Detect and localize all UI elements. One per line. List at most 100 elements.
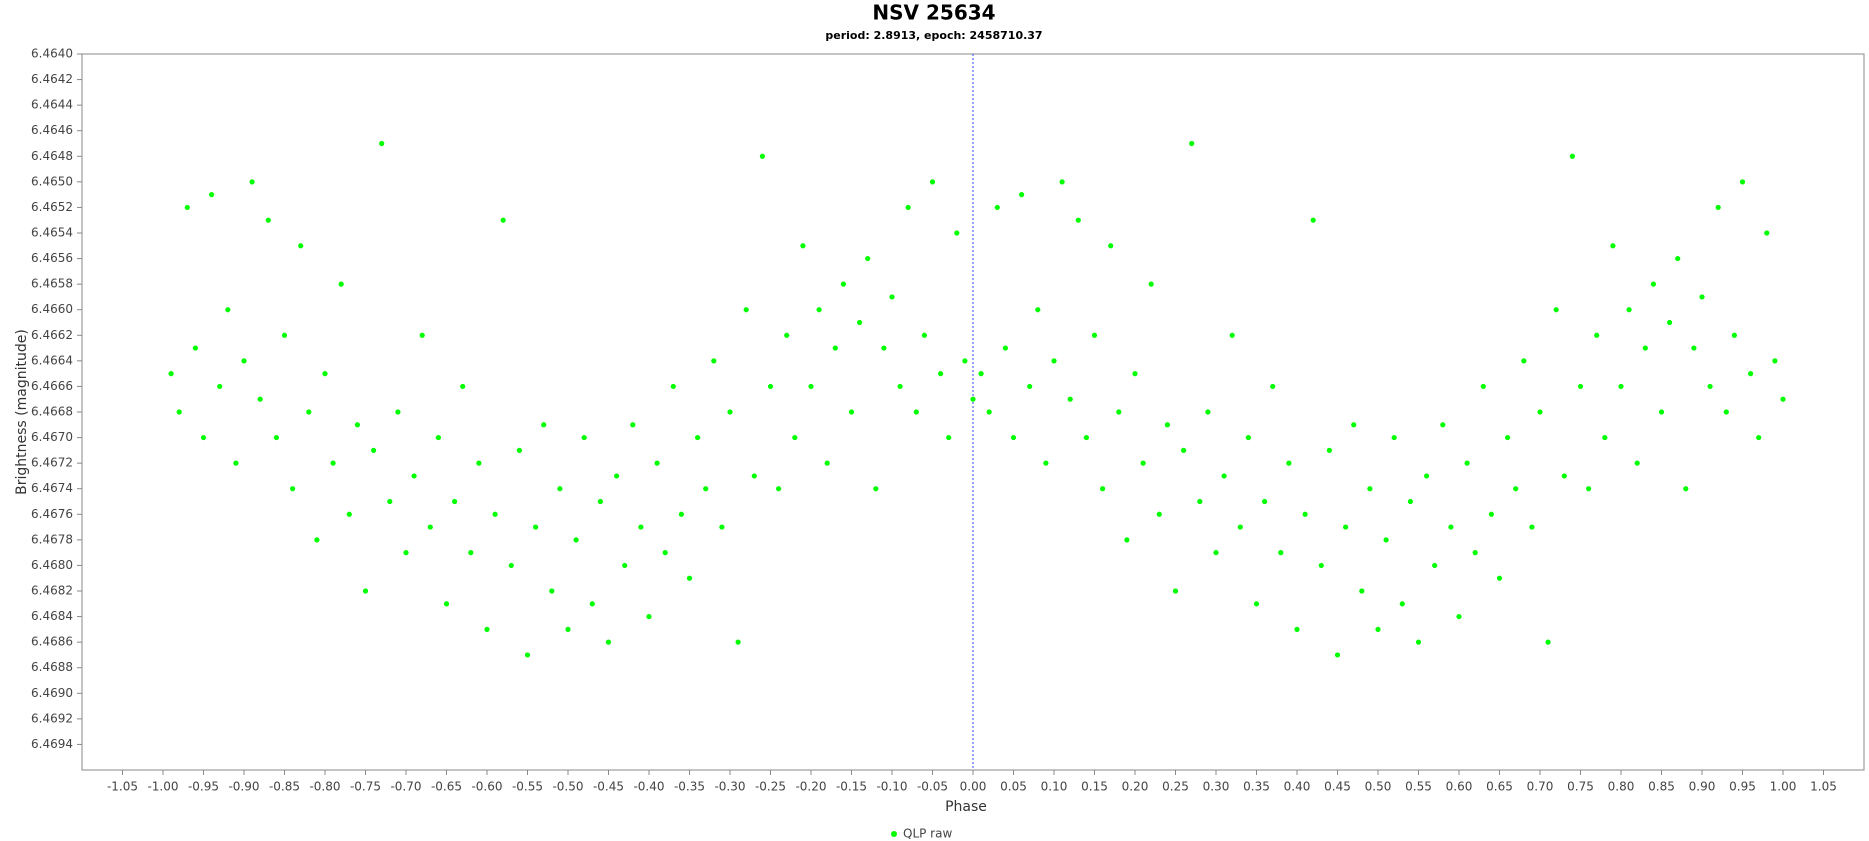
data-point	[1415, 639, 1422, 645]
data-point	[1334, 652, 1341, 658]
data-point	[549, 588, 555, 594]
data-point	[1723, 409, 1729, 415]
data-point	[1448, 524, 1454, 530]
y-tick-label: 6.4656	[31, 251, 73, 265]
data-point	[1221, 473, 1227, 479]
data-point	[371, 447, 377, 453]
x-tick-label: -0.95	[188, 780, 219, 794]
data-point	[533, 524, 539, 530]
data-point	[1658, 409, 1665, 415]
data-point	[330, 460, 336, 466]
data-point	[1569, 153, 1575, 159]
x-tick-label: 0.65	[1486, 780, 1513, 794]
data-point	[314, 537, 320, 543]
data-point	[1537, 409, 1543, 415]
data-point	[1383, 537, 1389, 543]
x-tick-label: -0.20	[795, 780, 826, 794]
data-point	[176, 409, 182, 415]
data-point	[217, 383, 223, 390]
data-point	[686, 575, 693, 581]
y-tick-label: 6.4678	[31, 532, 73, 546]
x-tick-label: -0.65	[431, 780, 462, 794]
x-tick-label: 0.60	[1446, 780, 1473, 794]
data-point	[1359, 588, 1365, 594]
x-tick-label: -0.70	[390, 780, 421, 794]
data-point	[1391, 434, 1397, 441]
data-point	[362, 588, 369, 594]
data-point	[1181, 447, 1187, 453]
data-point	[419, 332, 425, 338]
data-point	[857, 319, 863, 326]
y-tick-label: 6.4640	[31, 47, 73, 61]
data-point	[460, 383, 466, 390]
data-point	[346, 511, 352, 517]
data-point	[1229, 332, 1235, 338]
data-point	[865, 255, 871, 262]
data-point	[1343, 524, 1349, 530]
data-point	[897, 383, 903, 390]
data-point	[200, 434, 207, 441]
data-point	[1197, 498, 1203, 505]
y-tick-label: 6.4666	[31, 379, 73, 393]
data-point	[1124, 537, 1130, 543]
data-point	[395, 409, 401, 415]
data-point	[1756, 434, 1762, 441]
data-point	[776, 486, 782, 492]
data-point	[1237, 524, 1243, 530]
data-point	[816, 307, 822, 313]
x-tick-label: -0.10	[876, 780, 907, 794]
x-tick-label: 0.10	[1041, 780, 1068, 794]
data-point	[703, 486, 709, 492]
y-tick-label: 6.4650	[31, 174, 73, 188]
data-point	[743, 307, 749, 313]
data-point	[209, 192, 215, 198]
x-tick-label: 0.95	[1729, 780, 1756, 794]
y-tick-label: 6.4670	[31, 430, 73, 444]
data-point	[1067, 396, 1073, 402]
data-point	[379, 140, 385, 147]
data-point	[1148, 281, 1154, 287]
data-point	[411, 473, 417, 479]
x-tick-label: 0.15	[1081, 780, 1108, 794]
data-point	[873, 486, 879, 492]
x-tick-label: 0.00	[960, 780, 987, 794]
data-point	[1432, 562, 1438, 569]
data-point	[225, 307, 231, 313]
data-point	[306, 409, 312, 415]
data-point	[1496, 575, 1503, 581]
data-point	[192, 345, 198, 351]
x-tick-label: 1.00	[1770, 780, 1797, 794]
data-point	[1748, 371, 1754, 377]
data-point	[800, 243, 806, 249]
y-tick-label: 6.4644	[31, 98, 73, 112]
data-point	[1456, 613, 1462, 620]
data-point	[1318, 562, 1324, 569]
x-tick-label: 0.35	[1243, 780, 1270, 794]
y-tick-label: 6.4682	[31, 584, 73, 598]
data-point	[1399, 601, 1405, 607]
data-point	[516, 447, 523, 453]
data-point	[435, 434, 441, 441]
x-tick-label: -1.00	[147, 780, 178, 794]
data-point	[1488, 511, 1494, 517]
data-point	[403, 550, 409, 556]
data-point	[1051, 358, 1057, 364]
x-tick-label: 0.70	[1527, 780, 1554, 794]
data-point	[1513, 486, 1519, 492]
x-tick-label: -0.05	[917, 780, 948, 794]
data-point	[468, 550, 474, 556]
data-point	[1091, 332, 1098, 338]
data-point	[1375, 626, 1381, 632]
data-point	[994, 204, 1000, 211]
data-point	[298, 243, 304, 249]
data-point	[1618, 383, 1624, 390]
data-point	[1642, 345, 1648, 351]
data-point	[759, 153, 766, 159]
legend-marker	[891, 831, 897, 837]
y-tick-label: 6.4684	[31, 609, 73, 623]
y-tick-label: 6.4692	[31, 711, 73, 725]
chart-subtitle: period: 2.8913, epoch: 2458710.37	[825, 29, 1042, 42]
data-point	[654, 460, 660, 466]
data-point	[1675, 255, 1681, 262]
